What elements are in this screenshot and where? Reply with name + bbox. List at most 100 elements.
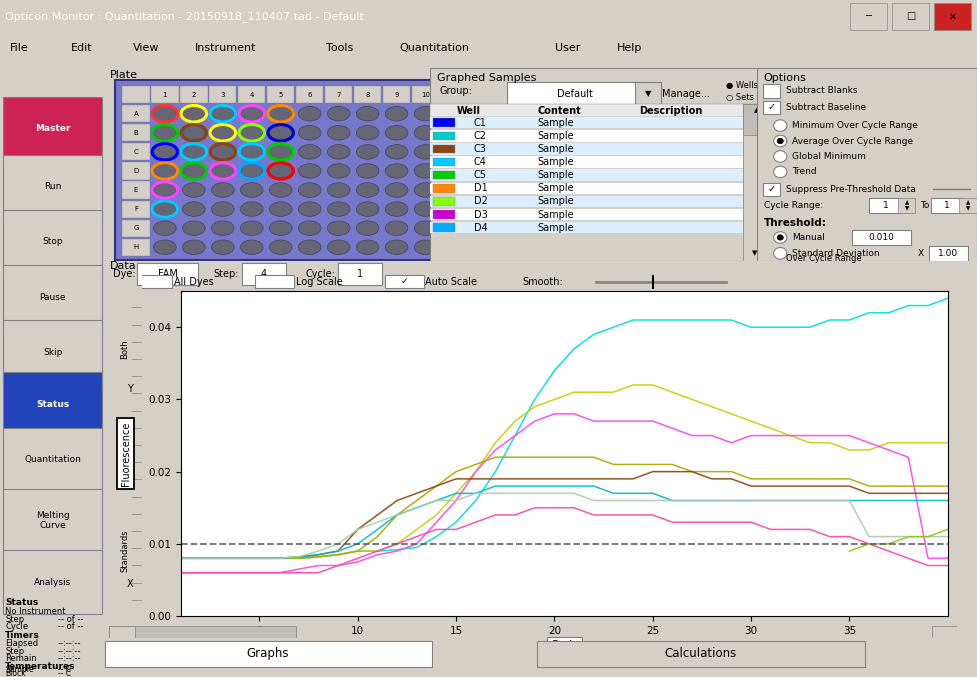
Ellipse shape (153, 202, 176, 217)
Text: H: H (133, 244, 139, 250)
Text: Standards: Standards (120, 530, 130, 572)
Ellipse shape (240, 164, 263, 178)
Ellipse shape (357, 145, 379, 159)
Text: Cycle:: Cycle: (306, 269, 335, 279)
Ellipse shape (153, 240, 176, 255)
FancyBboxPatch shape (928, 246, 968, 261)
Ellipse shape (472, 125, 494, 140)
Ellipse shape (414, 164, 437, 178)
FancyBboxPatch shape (209, 86, 236, 103)
FancyBboxPatch shape (430, 183, 743, 194)
Ellipse shape (153, 164, 176, 178)
Circle shape (777, 138, 784, 144)
Text: Sample: Sample (537, 170, 574, 180)
Ellipse shape (153, 183, 176, 197)
Ellipse shape (385, 145, 408, 159)
Ellipse shape (183, 125, 205, 140)
Text: Smooth:: Smooth: (523, 277, 564, 286)
Circle shape (774, 151, 786, 162)
FancyBboxPatch shape (122, 86, 149, 103)
FancyBboxPatch shape (430, 68, 767, 261)
Text: 7: 7 (336, 91, 341, 97)
Text: 4: 4 (261, 269, 267, 279)
Ellipse shape (153, 221, 176, 236)
Ellipse shape (327, 125, 350, 140)
Text: Global Minimum: Global Minimum (792, 152, 867, 161)
Ellipse shape (298, 106, 321, 121)
Text: -- C: -- C (58, 669, 71, 677)
FancyBboxPatch shape (430, 117, 743, 129)
Text: X: X (127, 579, 133, 588)
Ellipse shape (472, 164, 494, 178)
Text: Plate: Plate (109, 70, 138, 80)
Text: 9: 9 (395, 91, 399, 97)
Ellipse shape (414, 240, 437, 255)
FancyBboxPatch shape (122, 181, 149, 198)
Ellipse shape (211, 202, 234, 217)
Text: All Dyes: All Dyes (174, 277, 214, 286)
FancyBboxPatch shape (433, 184, 455, 192)
FancyBboxPatch shape (852, 230, 911, 244)
FancyBboxPatch shape (743, 104, 767, 261)
Ellipse shape (211, 106, 234, 121)
Text: --:--:--: --:--:-- (58, 639, 81, 649)
Text: Graphs: Graphs (246, 647, 289, 660)
Ellipse shape (472, 202, 494, 217)
Text: 1: 1 (162, 91, 167, 97)
Text: D1: D1 (474, 183, 488, 194)
Ellipse shape (240, 221, 263, 236)
Ellipse shape (240, 183, 263, 197)
Ellipse shape (211, 125, 234, 140)
Text: Timers: Timers (5, 632, 40, 640)
Ellipse shape (270, 125, 292, 140)
Text: Over Cycle Range: Over Cycle Range (786, 255, 862, 263)
Ellipse shape (211, 183, 234, 197)
Text: A: A (134, 110, 139, 116)
FancyBboxPatch shape (850, 3, 887, 30)
Ellipse shape (357, 202, 379, 217)
Ellipse shape (444, 221, 466, 236)
Text: Remain: Remain (5, 654, 37, 663)
Text: 8: 8 (365, 91, 370, 97)
Ellipse shape (472, 221, 494, 236)
Ellipse shape (327, 145, 350, 159)
Ellipse shape (298, 202, 321, 217)
FancyBboxPatch shape (433, 197, 455, 206)
Text: ─: ─ (866, 12, 871, 21)
Text: Both: Both (120, 340, 130, 359)
FancyBboxPatch shape (433, 171, 455, 179)
Ellipse shape (385, 125, 408, 140)
Text: Master: Master (35, 124, 70, 133)
FancyBboxPatch shape (3, 489, 103, 552)
Text: ✕: ✕ (949, 12, 956, 21)
FancyBboxPatch shape (433, 131, 455, 140)
Ellipse shape (270, 106, 292, 121)
Text: ✓: ✓ (767, 102, 776, 112)
FancyBboxPatch shape (763, 101, 781, 114)
Ellipse shape (357, 125, 379, 140)
FancyBboxPatch shape (931, 198, 963, 213)
FancyBboxPatch shape (241, 263, 285, 285)
Text: Subtract Blanks: Subtract Blanks (786, 87, 857, 95)
Text: ✓: ✓ (767, 184, 776, 194)
Text: Quantitation: Quantitation (400, 43, 470, 53)
Ellipse shape (183, 164, 205, 178)
Text: Cycle Range:: Cycle Range: (764, 201, 823, 210)
Text: Melting
Curve: Melting Curve (36, 511, 69, 531)
Text: Threshold:: Threshold: (764, 218, 827, 228)
Text: Dye:: Dye: (113, 269, 136, 279)
Text: B: B (134, 130, 139, 136)
Text: Tools: Tools (326, 43, 354, 53)
Ellipse shape (357, 240, 379, 255)
Text: Data: Data (120, 443, 130, 464)
FancyBboxPatch shape (507, 82, 642, 106)
Text: Manual: Manual (792, 233, 826, 242)
Ellipse shape (444, 125, 466, 140)
Text: □: □ (906, 12, 915, 21)
Text: Status: Status (36, 400, 69, 409)
FancyBboxPatch shape (3, 372, 103, 436)
FancyBboxPatch shape (934, 3, 971, 30)
FancyBboxPatch shape (3, 320, 103, 384)
Text: Sample: Sample (537, 196, 574, 206)
Ellipse shape (183, 145, 205, 159)
